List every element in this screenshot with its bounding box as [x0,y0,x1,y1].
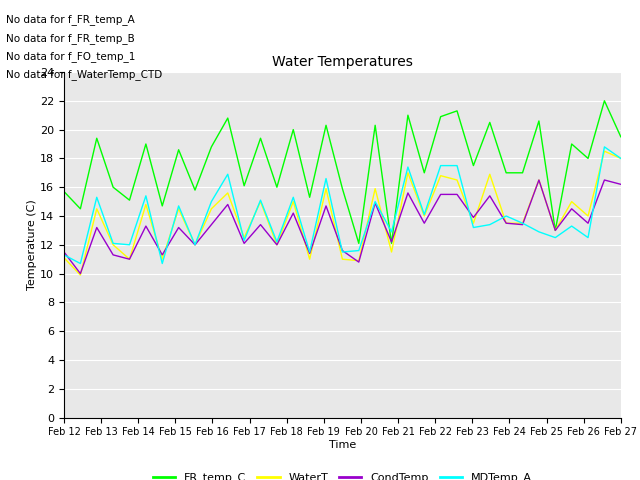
Y-axis label: Temperature (C): Temperature (C) [28,199,37,290]
Title: Water Temperatures: Water Temperatures [272,56,413,70]
Text: No data for f_FO_temp_1: No data for f_FO_temp_1 [6,51,136,62]
Text: No data for f_WaterTemp_CTD: No data for f_WaterTemp_CTD [6,69,163,80]
X-axis label: Time: Time [329,440,356,450]
Text: No data for f_FR_temp_A: No data for f_FR_temp_A [6,14,135,25]
Legend: FR_temp_C, WaterT, CondTemp, MDTemp_A: FR_temp_C, WaterT, CondTemp, MDTemp_A [148,468,536,480]
Text: No data for f_FR_temp_B: No data for f_FR_temp_B [6,33,135,44]
